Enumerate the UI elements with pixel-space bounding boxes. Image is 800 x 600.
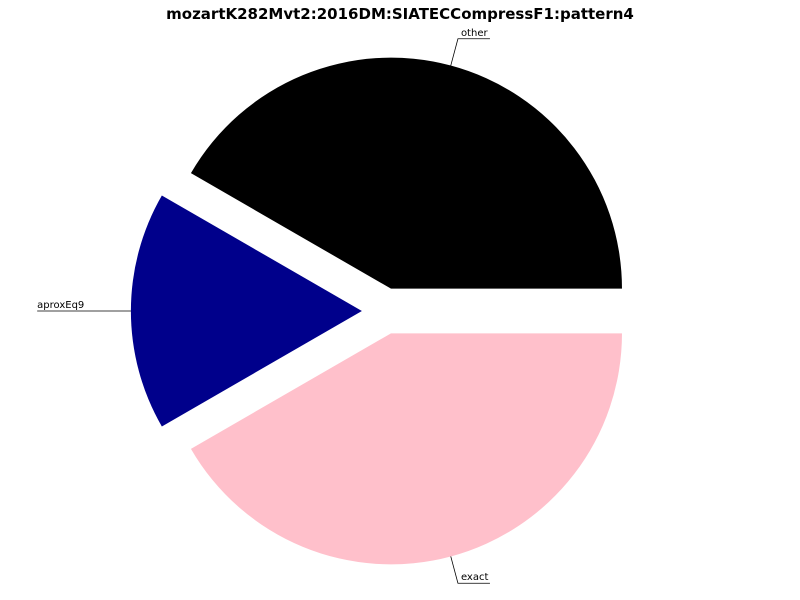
pie-slice-other [190, 57, 622, 289]
pie-slices: other aproxEq9 exact [37, 28, 622, 584]
slice-label-aproxEq9: aproxEq9 [37, 300, 84, 311]
pie-slice-aproxEq9 [130, 195, 362, 427]
label-leader-line-exact [450, 556, 490, 584]
chart-title: mozartK282Mvt2:2016DM:SIATECCompress​F1:… [166, 5, 634, 23]
slice-label-exact: exact [461, 572, 489, 583]
label-leader-line-other [450, 38, 490, 66]
pie-slice-exact [190, 333, 622, 565]
slice-label-other: other [461, 28, 489, 39]
